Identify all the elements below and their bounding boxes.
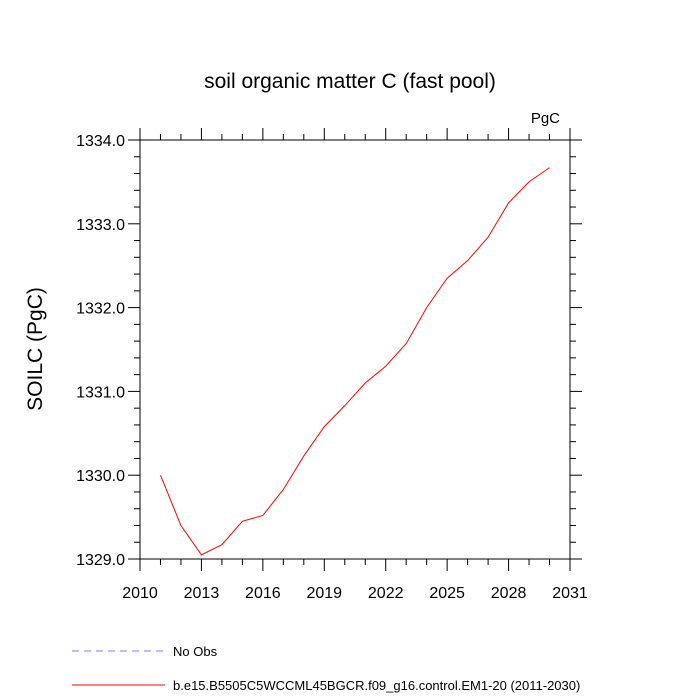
axis-tick-labels: 2010 2013 2016 2019 2022 2025 2028 2031 1329.0 13… bbox=[76, 133, 588, 602]
x-tick-label: 2016 bbox=[245, 585, 281, 602]
y-tick-label: 1331.0 bbox=[76, 384, 125, 401]
y-tick-label: 1333.0 bbox=[76, 217, 125, 234]
x-tick-label: 2031 bbox=[552, 585, 588, 602]
x-tick-label: 2028 bbox=[491, 585, 527, 602]
y-tick-label: 1329.0 bbox=[76, 552, 125, 569]
plot-frame bbox=[139, 139, 571, 560]
series-line bbox=[160, 167, 550, 556]
x-tick-label: 2022 bbox=[368, 585, 404, 602]
axis-ticks bbox=[128, 128, 582, 571]
x-tick-label: 2019 bbox=[306, 585, 342, 602]
legend-label: b.e15.B5505C5WCCML45BGCR.f09_g16.control… bbox=[173, 678, 580, 693]
units-label: PgC bbox=[531, 110, 560, 127]
x-tick-label: 2010 bbox=[122, 585, 158, 602]
x-tick-label: 2025 bbox=[429, 585, 465, 602]
legend: No Obs b.e15.B5505C5WCCML45BGCR.f09_g16.c… bbox=[72, 644, 580, 693]
y-tick-label: 1332.0 bbox=[76, 301, 125, 318]
y-tick-label: 1330.0 bbox=[76, 468, 125, 485]
y-axis-label: SOILC (PgC) bbox=[24, 287, 47, 411]
legend-label: No Obs bbox=[173, 644, 218, 659]
chart-title: soil organic matter C (fast pool) bbox=[204, 70, 496, 93]
series-group bbox=[160, 167, 550, 556]
x-tick-label: 2013 bbox=[184, 585, 220, 602]
y-tick-label: 1334.0 bbox=[76, 133, 125, 150]
